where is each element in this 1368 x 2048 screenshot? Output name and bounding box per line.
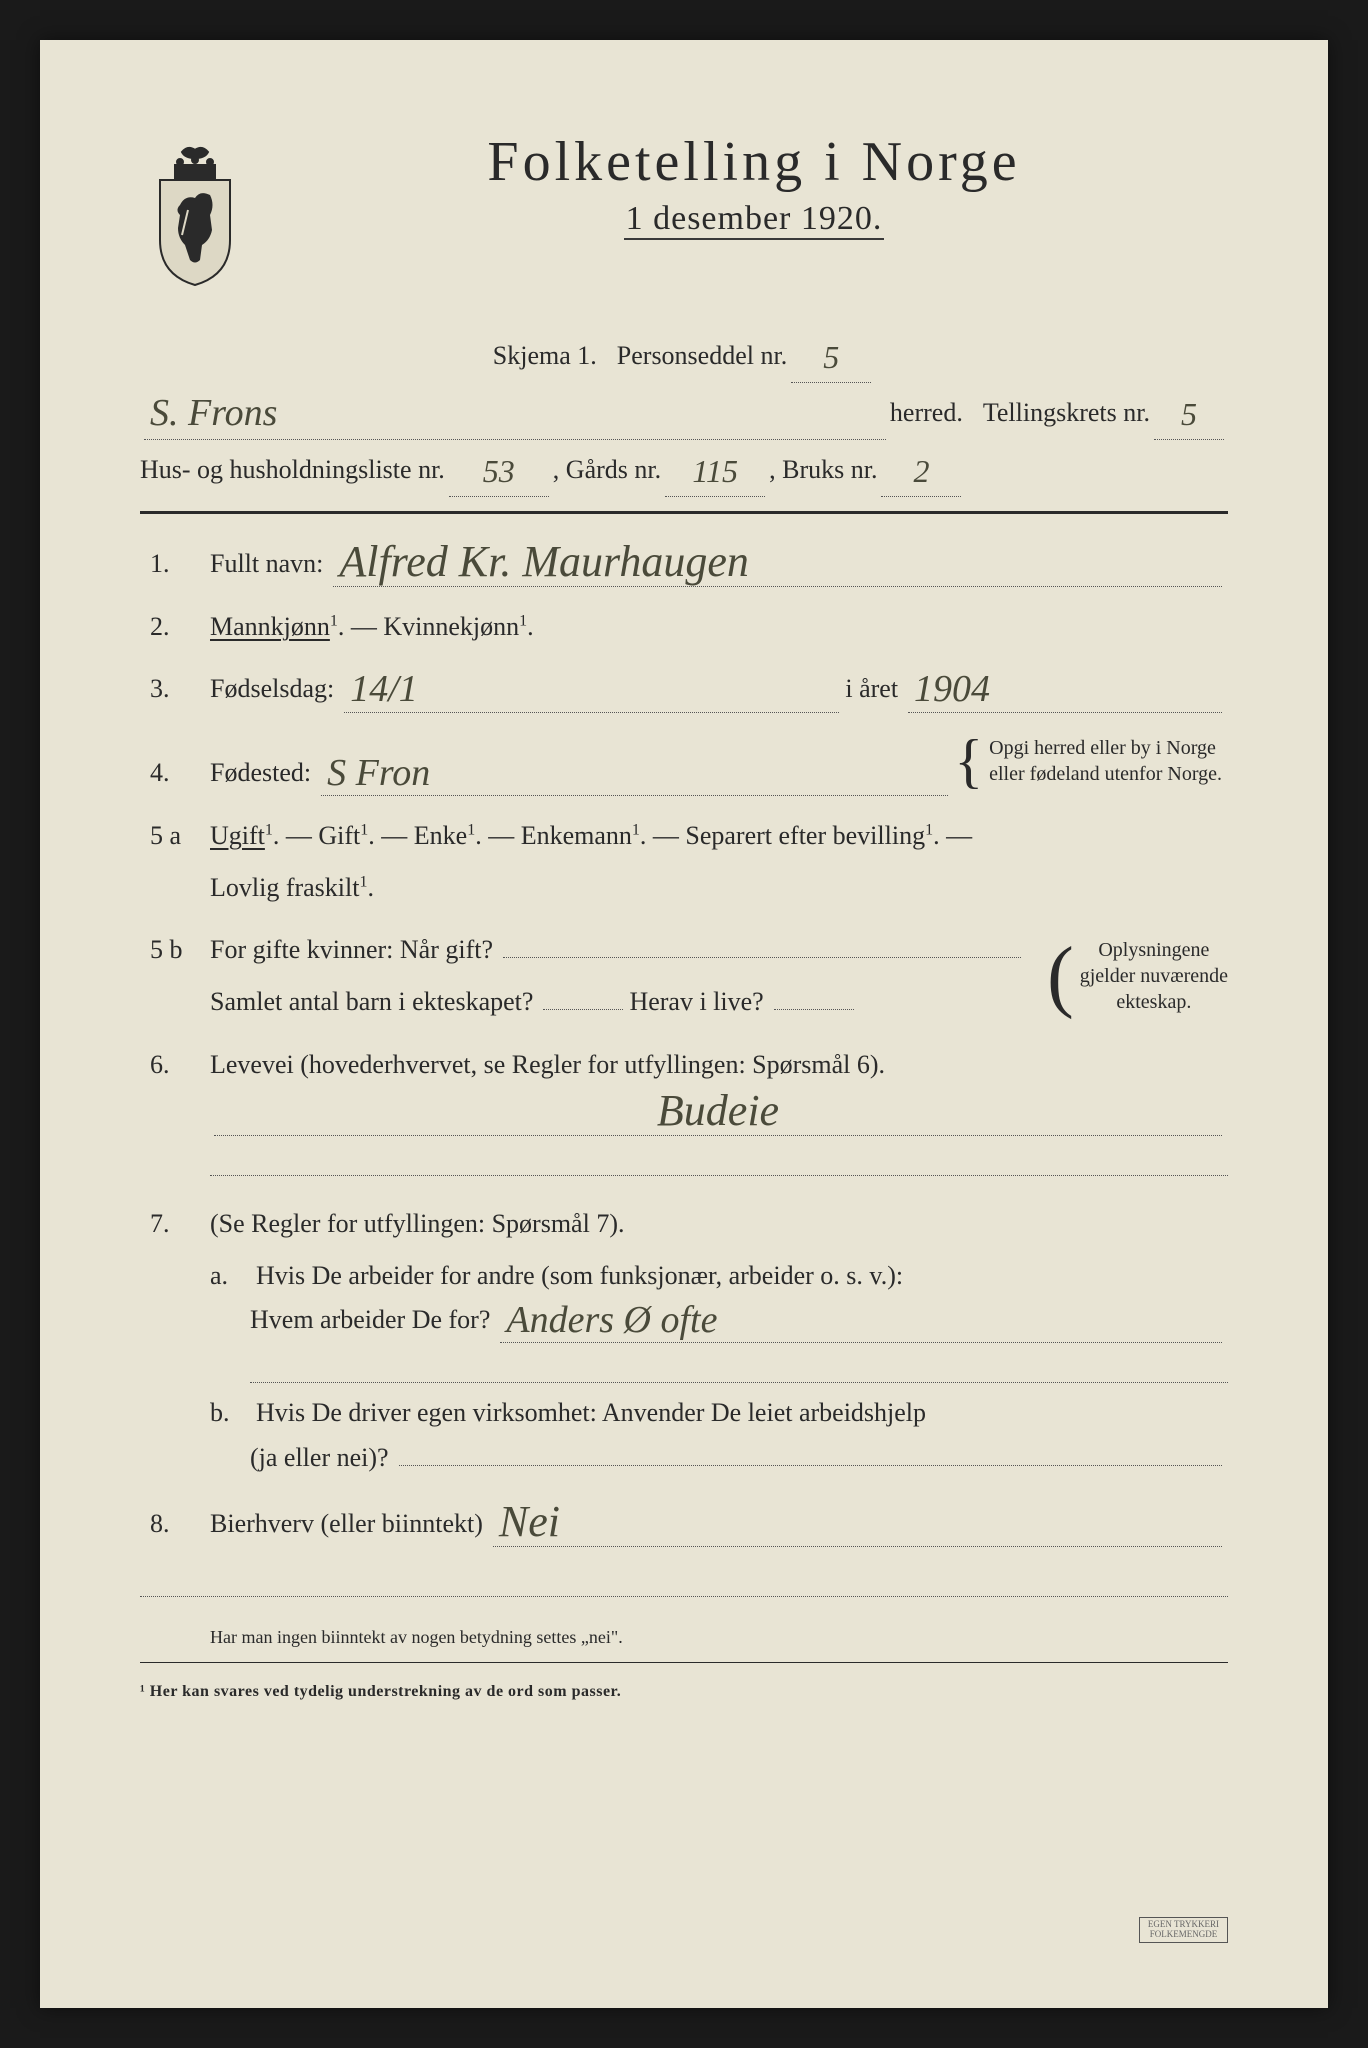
q4-num: 4. — [140, 751, 210, 795]
q7b-l2: (ja eller nei)? — [250, 1436, 389, 1480]
q5a-ugift: Ugift — [210, 821, 265, 850]
q7a-l2: Hvem arbeider De for? — [250, 1298, 490, 1342]
q7: 7. (Se Regler for utfyllingen: Spørsmål … — [140, 1202, 1228, 1480]
q6-num: 6. — [140, 1043, 210, 1087]
bruks-label: , Bruks nr. — [769, 444, 877, 496]
schema-label: Skjema 1. — [493, 330, 597, 382]
q5a-num: 5 a — [140, 814, 210, 858]
q2: 2. Mannkjønn1. — Kvinnekjønn1. — [140, 605, 1228, 649]
q5b: 5 b For gifte kvinner: Når gift? Samlet … — [140, 928, 1228, 1024]
q7-num: 7. — [140, 1202, 210, 1246]
q8-label: Bierhverv (eller biinntekt) — [210, 1502, 483, 1546]
q2-mann: Mannkjønn — [210, 612, 330, 641]
q3-mid: i året — [845, 667, 898, 711]
q5b-note: ( Oplysningene gjelder nuværende ekteska… — [1047, 936, 1228, 1016]
house-line: Hus- og husholdningsliste nr. 53 , Gårds… — [140, 444, 1228, 497]
q8: 8. Bierhverv (eller biinntekt) Nei — [140, 1498, 1228, 1547]
tellingskrets-nr: 5 — [1181, 400, 1197, 429]
bruks-nr: 2 — [913, 457, 929, 486]
q7a-l1: Hvis De arbeider for andre (som funksjon… — [256, 1254, 903, 1298]
q5a: 5 a Ugift1. — Gift1. — Enke1. — Enkemann… — [140, 814, 1228, 910]
divider — [140, 511, 1228, 514]
q5a-enke: Enke — [414, 821, 467, 850]
q3: 3. Fødselsdag: 14/1 i året 1904 — [140, 667, 1228, 712]
date-line: 1 desember 1920. — [280, 200, 1228, 240]
q7-intro: (Se Regler for utfyllingen: Spørsmål 7). — [210, 1202, 1228, 1246]
census-form-page: Folketelling i Norge 1 desember 1920. Sk… — [40, 40, 1328, 2008]
main-title: Folketelling i Norge — [280, 130, 1228, 194]
q5b-l2b: Herav i live? — [629, 980, 763, 1024]
herred-line: S. Frons herred. Tellingskrets nr. 5 — [140, 387, 1228, 440]
q6-label: Levevei (hovederhvervet, se Regler for u… — [210, 1043, 1228, 1087]
q4: 4. Fødested: S Fron { Opgi herred eller … — [140, 731, 1228, 796]
herred-label: herred. — [890, 387, 963, 439]
q3-label: Fødselsdag: — [210, 667, 334, 711]
q1-label: Fullt navn: — [210, 542, 323, 586]
q3-day: 14/1 — [350, 672, 418, 706]
q5a-gift: Gift — [318, 821, 360, 850]
divider-bottom — [140, 1662, 1228, 1663]
personseddel-nr: 5 — [823, 343, 839, 372]
q7a-label: a. — [210, 1254, 250, 1298]
schema-line: Skjema 1. Personseddel nr. 5 — [140, 330, 1228, 383]
q5b-l1: For gifte kvinner: Når gift? — [210, 928, 493, 972]
q4-note: { Opgi herred eller by i Norge eller fød… — [954, 731, 1222, 791]
husholdning-nr: 53 — [483, 457, 515, 486]
q5a-separert: Separert efter bevilling — [685, 821, 925, 850]
gards-nr: 115 — [692, 457, 738, 486]
printer-stamp: EGEN TRYKKERI FOLKEMENGDE — [1139, 1917, 1228, 1943]
q5b-num: 5 b — [140, 928, 210, 972]
personseddel-label: Personseddel nr. — [617, 330, 787, 382]
q7a-value: Anders Ø ofte — [506, 1303, 717, 1337]
footnote: ¹ Her kan svares ved tydelig understrekn… — [140, 1683, 1228, 1701]
q4-value: S Fron — [327, 756, 430, 790]
tellingskrets-label: Tellingskrets nr. — [983, 387, 1150, 439]
header: Folketelling i Norge 1 desember 1920. — [140, 130, 1228, 290]
q7b-l1: Hvis De driver egen virksomhet: Anvender… — [256, 1391, 926, 1435]
q5b-l2a: Samlet antal barn i ekteskapet? — [210, 980, 533, 1024]
herred-value: S. Frons — [150, 396, 277, 430]
q3-num: 3. — [140, 667, 210, 711]
q6-value: Budeie — [657, 1091, 779, 1131]
q7b-label: b. — [210, 1391, 250, 1435]
q4-label: Fødested: — [210, 751, 311, 795]
gards-label: , Gårds nr. — [553, 444, 661, 496]
q5a-fraskilt: Lovlig fraskilt — [210, 873, 359, 902]
q1-value: Alfred Kr. Maurhaugen — [339, 542, 748, 582]
q8-value: Nei — [499, 1502, 560, 1542]
q3-year: 1904 — [914, 672, 990, 706]
q2-kvinne: Kvinnekjønn — [383, 612, 519, 641]
q5a-enkemann: Enkemann — [521, 821, 632, 850]
husholdning-label: Hus- og husholdningsliste nr. — [140, 444, 445, 496]
q1: 1. Fullt navn: Alfred Kr. Maurhaugen — [140, 538, 1228, 587]
title-block: Folketelling i Norge 1 desember 1920. — [280, 130, 1228, 240]
footer-hint: Har man ingen biinntekt av nogen betydni… — [210, 1627, 1228, 1648]
q2-num: 2. — [140, 605, 210, 649]
q1-num: 1. — [140, 542, 210, 586]
coat-of-arms-icon — [140, 140, 250, 290]
q6: 6. Levevei (hovederhvervet, se Regler fo… — [140, 1043, 1228, 1184]
q8-num: 8. — [140, 1502, 210, 1546]
